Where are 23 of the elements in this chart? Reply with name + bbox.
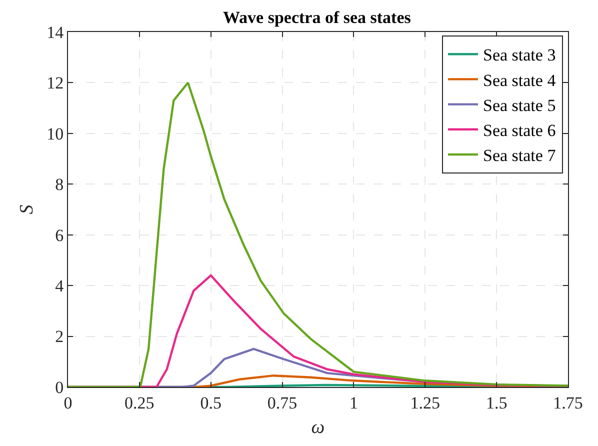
y-tick-label: 2 xyxy=(55,327,64,346)
x-tick-label: 1.75 xyxy=(553,393,583,412)
legend-label: Sea state 5 xyxy=(483,96,556,115)
x-tick-label: 1 xyxy=(349,393,358,412)
legend-label: Sea state 4 xyxy=(483,70,556,90)
x-axis-title: ω xyxy=(311,417,325,438)
y-tick-label: 4 xyxy=(55,276,64,296)
y-tick-label: 12 xyxy=(46,74,64,93)
x-tick-label: 0.75 xyxy=(267,393,298,412)
y-tick-label: 10 xyxy=(46,124,64,144)
x-tick-label: 1.25 xyxy=(410,393,440,412)
x-tick-label: 0.5 xyxy=(200,393,222,412)
x-tick-label: 1.5 xyxy=(486,393,508,412)
chart-title: Wave spectra of sea states xyxy=(222,8,412,28)
y-axis-title: S xyxy=(16,204,38,214)
legend-label: Sea state 7 xyxy=(483,146,556,166)
y-tick-label: 8 xyxy=(55,175,64,194)
y-tick-label: 14 xyxy=(46,22,64,42)
y-tick-label: 6 xyxy=(55,226,64,245)
legend-label: Sea state 3 xyxy=(483,46,556,65)
y-tick-label: 0 xyxy=(55,378,64,397)
legend-label: Sea state 6 xyxy=(483,121,556,140)
x-tick-label: 0.25 xyxy=(124,393,154,412)
